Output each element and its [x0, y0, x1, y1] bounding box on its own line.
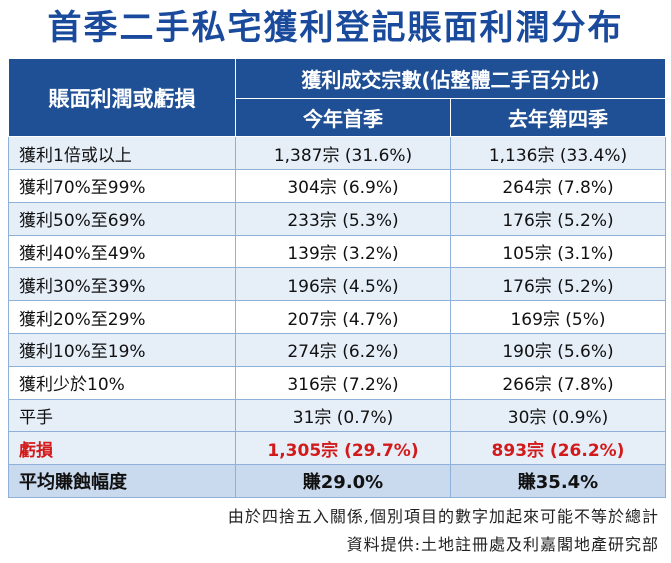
previous-value: 賺35.4%	[450, 464, 666, 498]
table-row: 平手 31宗 (0.7%) 30宗 (0.9%)	[8, 398, 666, 433]
current-value: 304宗 (6.9%)	[235, 169, 451, 203]
table-row: 獲利40%至49% 139宗 (3.2%) 105宗 (3.1%)	[8, 234, 666, 269]
table-row: 獲利70%至99% 304宗 (6.9%) 264宗 (7.8%)	[8, 169, 666, 203]
current-value: 196宗 (4.5%)	[235, 267, 451, 302]
group-header: 獲利成交宗數(佔整體二手百分比)	[235, 57, 666, 100]
table-row: 獲利1倍或以上 1,387宗 (31.6%) 1,136宗 (33.4%)	[8, 136, 666, 171]
row-label: 獲利50%至69%	[8, 201, 236, 236]
current-value: 1,305宗 (29.7%)	[235, 431, 451, 466]
table-row: 獲利20%至29% 207宗 (4.7%) 169宗 (5%)	[8, 300, 666, 334]
current-quarter-header: 今年首季	[235, 98, 451, 138]
loss-row: 虧損 1,305宗 (29.7%) 893宗 (26.2%)	[8, 431, 666, 466]
previous-value: 176宗 (5.2%)	[450, 201, 666, 236]
rounding-note: 由於四捨五入關係,個別項目的數字加起來可能不等於總計	[227, 507, 659, 526]
row-label: 獲利1倍或以上	[8, 136, 236, 171]
row-label: 獲利10%至19%	[8, 332, 236, 367]
row-label: 獲利70%至99%	[8, 169, 236, 203]
previous-value: 264宗 (7.8%)	[450, 169, 666, 203]
previous-value: 105宗 (3.1%)	[450, 234, 666, 269]
previous-value: 176宗 (5.2%)	[450, 267, 666, 302]
row-label: 平均賺蝕幅度	[8, 464, 236, 498]
current-value: 139宗 (3.2%)	[235, 234, 451, 269]
previous-value: 893宗 (26.2%)	[450, 431, 666, 466]
previous-quarter-header: 去年第四季	[450, 98, 666, 138]
table-row: 獲利10%至19% 274宗 (6.2%) 190宗 (5.6%)	[8, 332, 666, 367]
current-value: 316宗 (7.2%)	[235, 365, 451, 400]
table-row: 獲利50%至69% 233宗 (5.3%) 176宗 (5.2%)	[8, 201, 666, 236]
previous-value: 190宗 (5.6%)	[450, 332, 666, 367]
row-label: 獲利20%至29%	[8, 300, 236, 334]
row-label: 獲利40%至49%	[8, 234, 236, 269]
current-value: 賺29.0%	[235, 464, 451, 498]
page-title: 首季二手私宅獲利登記賬面利潤分布	[47, 8, 624, 48]
row-label: 獲利少於10%	[8, 365, 236, 400]
previous-value: 1,136宗 (33.4%)	[450, 136, 666, 171]
previous-value: 169宗 (5%)	[450, 300, 666, 334]
row-label: 獲利30%至39%	[8, 267, 236, 302]
previous-value: 30宗 (0.9%)	[450, 398, 666, 433]
row-label: 平手	[8, 398, 236, 433]
previous-value: 266宗 (7.8%)	[450, 365, 666, 400]
table-row: 獲利30%至39% 196宗 (4.5%) 176宗 (5.2%)	[8, 267, 666, 302]
average-row: 平均賺蝕幅度 賺29.0% 賺35.4%	[8, 464, 666, 498]
profit-distribution-table: 賬面利潤或虧損 獲利成交宗數(佔整體二手百分比) 今年首季 去年第四季 獲利1倍…	[8, 57, 666, 498]
table-row: 獲利少於10% 316宗 (7.2%) 266宗 (7.8%)	[8, 365, 666, 400]
row-label-header: 賬面利潤或虧損	[8, 57, 236, 138]
row-label: 虧損	[8, 431, 236, 466]
current-value: 31宗 (0.7%)	[235, 398, 451, 433]
source-note: 資料提供:土地註冊處及利嘉閣地產研究部	[346, 535, 659, 554]
current-value: 274宗 (6.2%)	[235, 332, 451, 367]
current-value: 207宗 (4.7%)	[235, 300, 451, 334]
current-value: 233宗 (5.3%)	[235, 201, 451, 236]
current-value: 1,387宗 (31.6%)	[235, 136, 451, 171]
